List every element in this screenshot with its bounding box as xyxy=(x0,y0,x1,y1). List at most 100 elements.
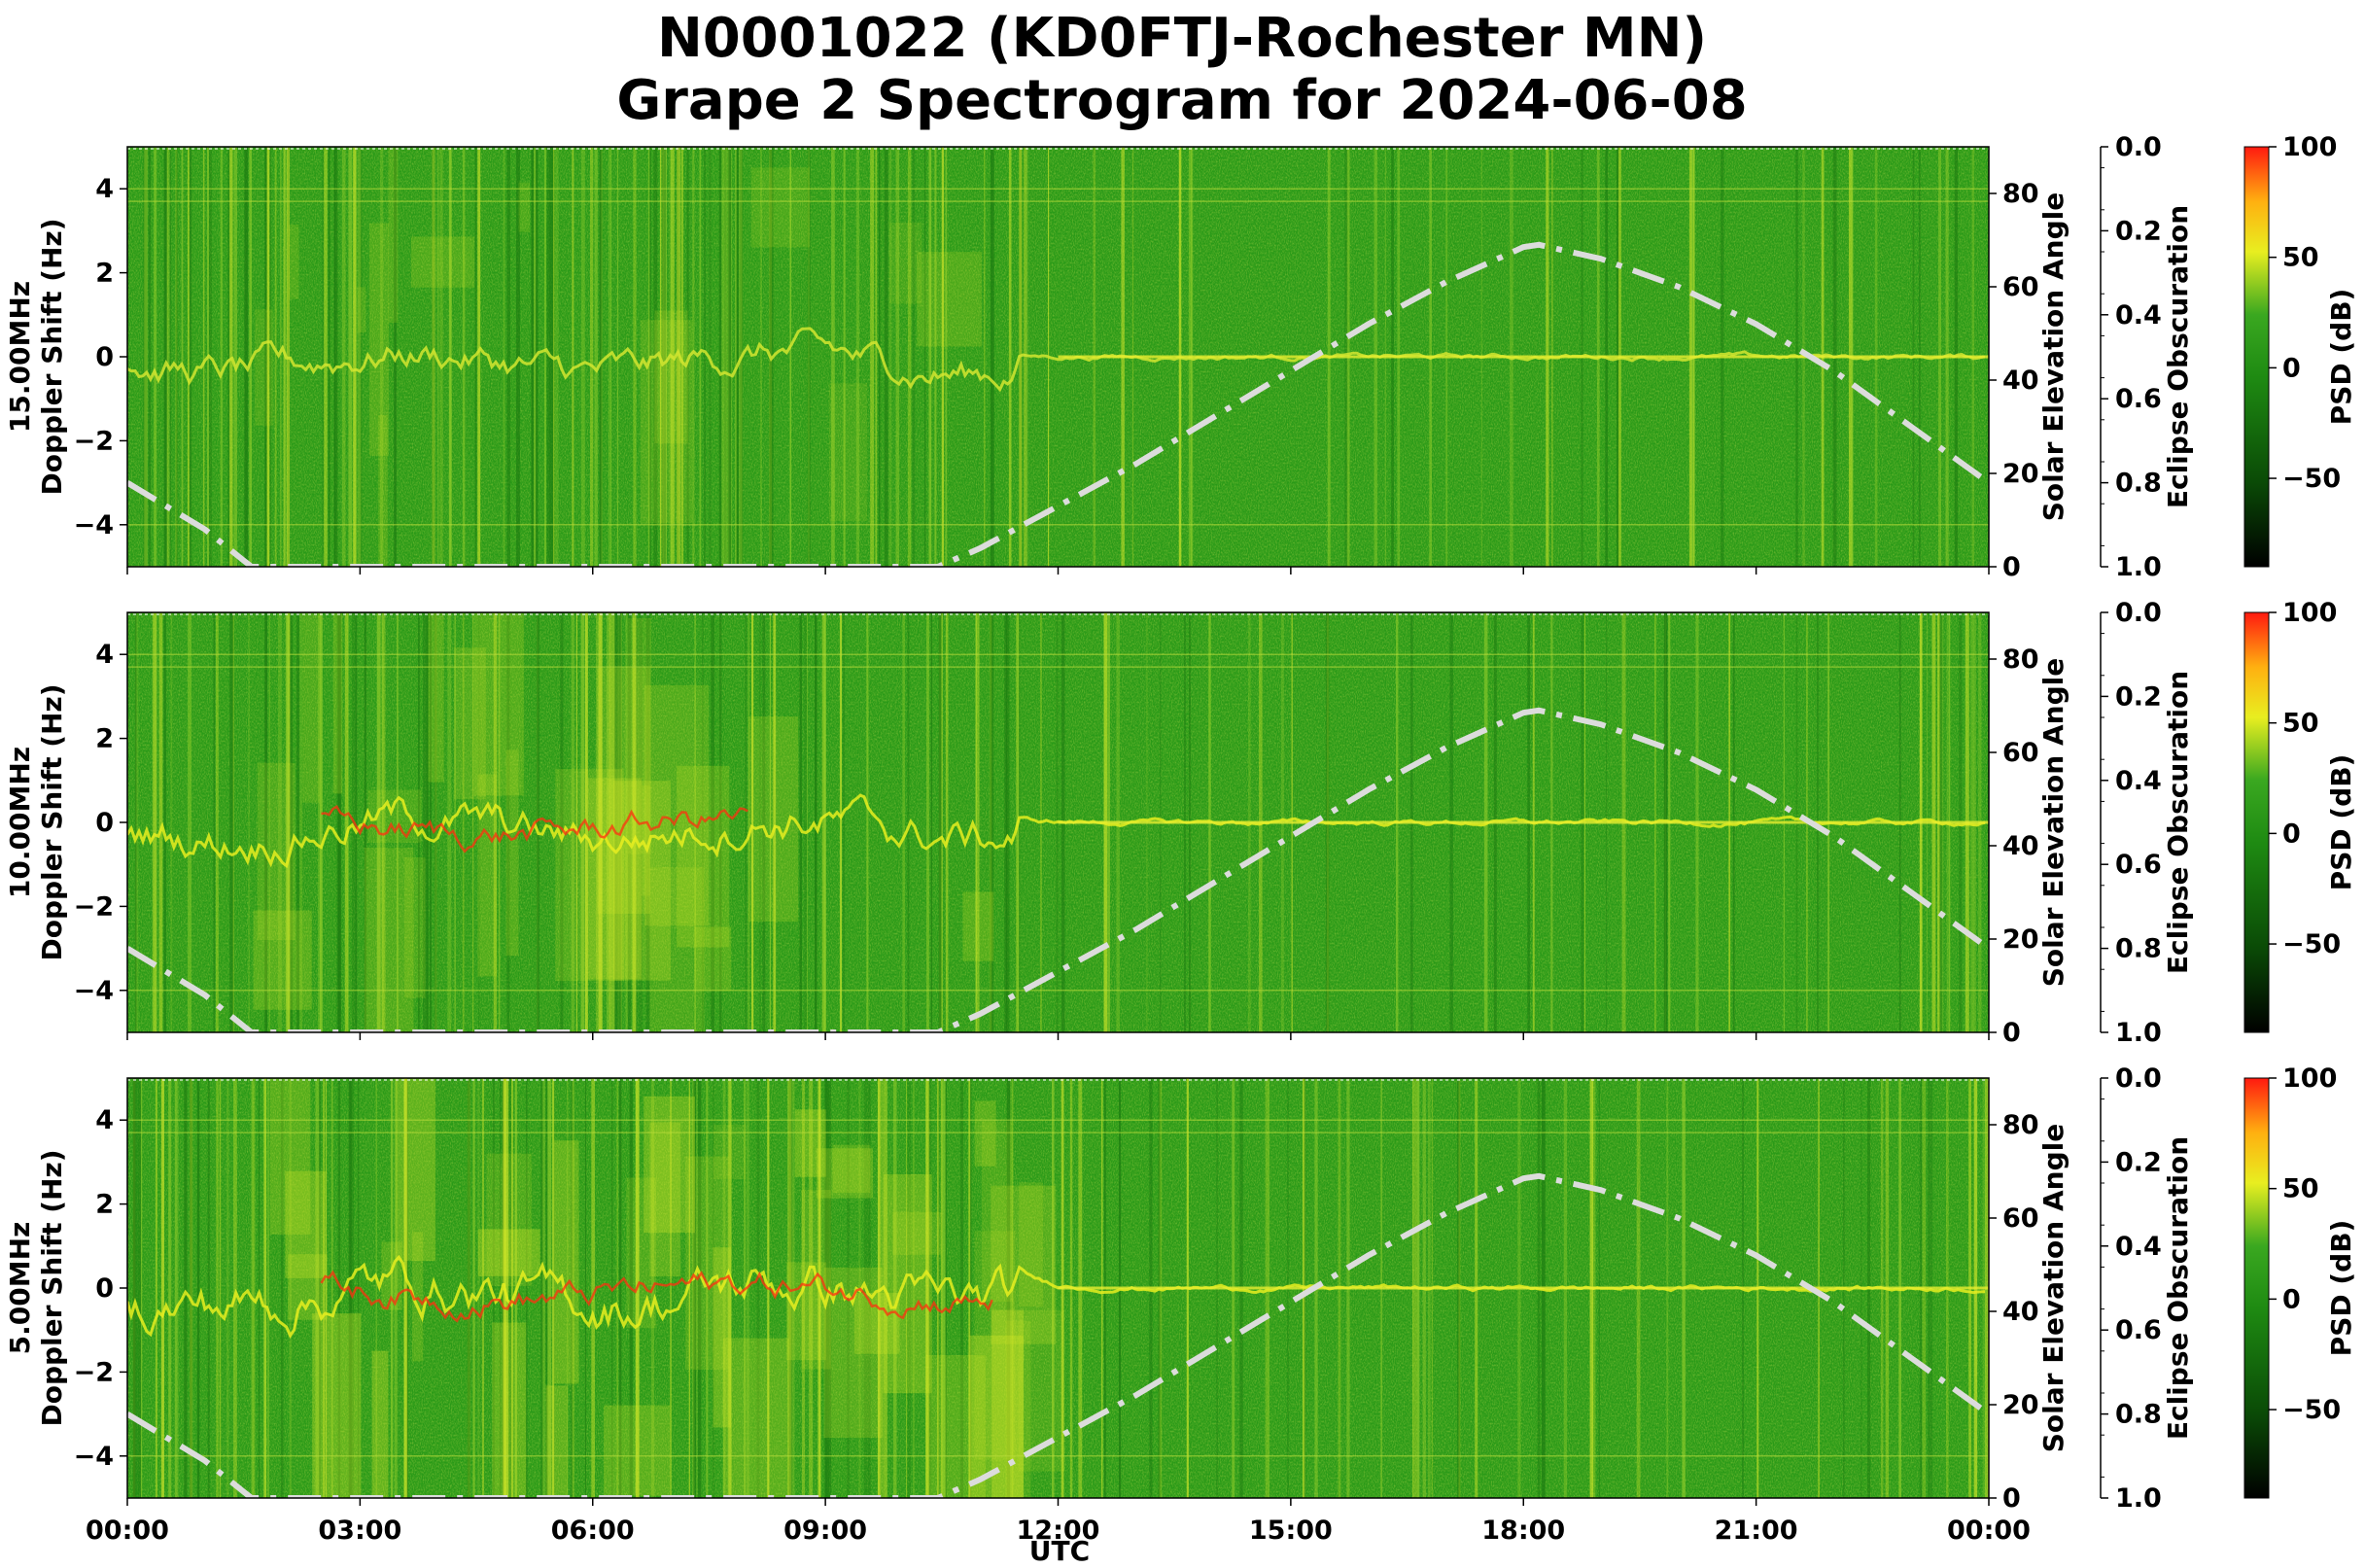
glow xyxy=(643,1096,695,1234)
eclipse-tick-label: 0.6 xyxy=(2115,1315,2162,1345)
streak xyxy=(697,1078,702,1498)
streak xyxy=(347,612,349,1032)
colorbar-tick-label: 0 xyxy=(2282,1284,2301,1314)
streak xyxy=(843,147,846,567)
streak xyxy=(353,147,357,567)
streak xyxy=(511,1078,513,1498)
streak xyxy=(935,147,937,567)
streak xyxy=(611,612,615,1032)
x-tick-label: 15:00 xyxy=(1249,1516,1333,1546)
strong-trace xyxy=(320,1270,993,1323)
streak xyxy=(611,1078,613,1498)
streak xyxy=(940,1078,943,1498)
streak xyxy=(618,612,622,1032)
colorbar-label: PSD (dB) xyxy=(2325,289,2357,426)
streak xyxy=(571,612,574,1032)
streak xyxy=(855,147,860,567)
glow xyxy=(332,612,343,794)
eclipse-axis-label: Eclipse Obscuration xyxy=(2162,205,2194,508)
elevation-tick-label: 40 xyxy=(2002,366,2039,396)
streak xyxy=(296,612,299,1032)
streak xyxy=(375,1078,378,1498)
streak xyxy=(884,1078,887,1498)
frequency-label: 15.00MHz xyxy=(4,281,36,433)
streak xyxy=(477,1078,480,1498)
streak xyxy=(941,612,943,1032)
streak xyxy=(474,147,477,567)
solar-elevation-curve xyxy=(127,241,1989,567)
y-tick-label: −2 xyxy=(74,1357,114,1387)
colorbar-label: PSD (dB) xyxy=(2325,754,2357,891)
streak xyxy=(804,612,807,1032)
streak xyxy=(735,147,737,567)
streak xyxy=(334,147,338,567)
streak xyxy=(132,1078,136,1498)
streak xyxy=(169,147,172,567)
glow xyxy=(357,287,366,333)
eclipse-tick-label: 0.2 xyxy=(2115,216,2162,246)
y-axis-label: Doppler Shift (Hz) xyxy=(36,1149,68,1426)
streak xyxy=(135,612,139,1032)
streak xyxy=(607,612,609,1032)
streak xyxy=(831,147,835,567)
streak xyxy=(614,612,618,1032)
y-tick-label: 4 xyxy=(95,1105,114,1135)
streak xyxy=(537,612,539,1032)
streak xyxy=(381,612,384,1032)
streak xyxy=(877,1078,881,1498)
streak xyxy=(280,1078,284,1498)
elevation-tick-label: 80 xyxy=(2002,645,2039,675)
glow xyxy=(925,1355,986,1498)
streak xyxy=(941,147,945,567)
glow xyxy=(643,684,710,926)
glow xyxy=(853,1292,900,1354)
glow xyxy=(555,769,624,982)
streak xyxy=(875,147,878,567)
streak xyxy=(945,1078,947,1498)
streak xyxy=(190,1078,192,1498)
streak xyxy=(269,147,271,567)
eclipse-tick-label: 0.4 xyxy=(2115,300,2162,331)
streak xyxy=(1051,1078,1055,1498)
streak xyxy=(462,612,465,1032)
streak xyxy=(843,612,845,1032)
eclipse-tick-label: 0.0 xyxy=(2115,1063,2162,1094)
colorbar-label: PSD (dB) xyxy=(2325,1220,2357,1357)
streak xyxy=(599,147,603,567)
glow xyxy=(269,1078,311,1235)
elevation-axis-label: Solar Elevation Angle xyxy=(2037,658,2069,987)
streak xyxy=(580,147,585,567)
y-tick-label: 0 xyxy=(95,342,114,372)
streak xyxy=(418,612,420,1032)
streak xyxy=(477,147,481,567)
streak xyxy=(722,1078,726,1498)
streak xyxy=(181,147,184,567)
glow xyxy=(302,612,321,803)
glow xyxy=(518,182,531,232)
streak xyxy=(711,612,714,1032)
figure-title-line1: N0001022 (KD0FTJ-Rochester MN) xyxy=(657,7,1707,70)
streak xyxy=(719,612,722,1032)
x-tick-label: 09:00 xyxy=(783,1516,867,1546)
elevation-tick-label: 80 xyxy=(2002,1110,2039,1140)
streak xyxy=(189,147,192,567)
streak xyxy=(906,1078,908,1498)
glow xyxy=(640,320,693,524)
glow xyxy=(410,236,475,288)
colorbar-tick-label: −50 xyxy=(2282,464,2341,494)
x-tick-label: 21:00 xyxy=(1715,1516,1798,1546)
streak xyxy=(867,1078,871,1498)
streak xyxy=(143,147,148,567)
glow xyxy=(253,910,312,1010)
streak xyxy=(434,612,437,1032)
streak xyxy=(1008,147,1012,567)
streak xyxy=(928,147,932,567)
streak xyxy=(394,1078,398,1498)
streak xyxy=(351,1078,355,1498)
streak xyxy=(175,147,178,567)
streak xyxy=(336,612,340,1032)
streak xyxy=(333,147,335,567)
streak xyxy=(591,1078,595,1498)
streak xyxy=(215,612,219,1032)
streak xyxy=(318,1078,321,1498)
